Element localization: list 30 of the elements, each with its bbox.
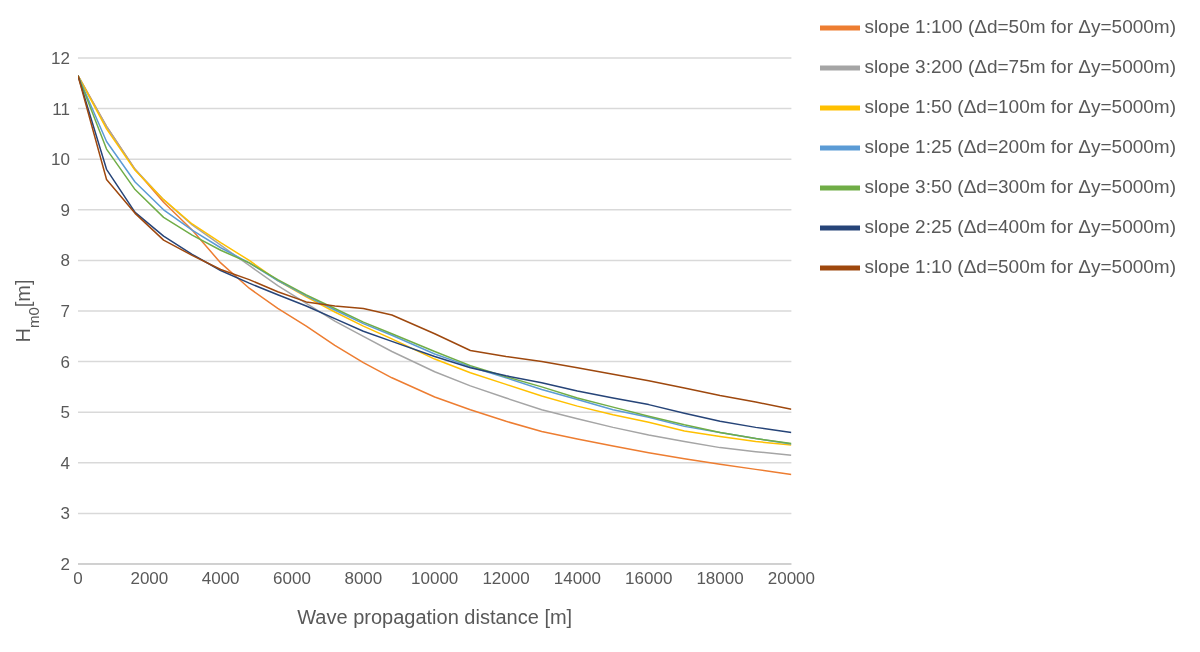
legend-label: slope 1:50 (Δd=100m for Δy=5000m) [864,96,1176,118]
x-tick-label: 10000 [411,569,459,589]
y-tick-label: 10 [51,150,70,170]
legend-label: slope 3:50 (Δd=300m for Δy=5000m) [864,176,1176,198]
legend-label: slope 1:25 (Δd=200m for Δy=5000m) [864,136,1176,158]
x-tick-label: 14000 [553,569,602,589]
x-tick-label: 18000 [696,569,744,589]
x-tick-label: 12000 [482,569,530,589]
x-tick-label: 16000 [625,569,673,589]
y-tick-label: 2 [60,555,70,575]
x-axis-title: Wave propagation distance [m] [297,606,573,628]
x-tick-label: 20000 [767,569,816,589]
y-tick-label: 5 [60,403,70,423]
legend-label: slope 1:10 (Δd=500m for Δy=5000m) [864,256,1176,278]
x-tick-label: 4000 [201,569,240,589]
x-tick-label: 0 [73,569,83,589]
y-tick-label: 11 [52,99,70,119]
y-tick-label: 3 [60,504,70,524]
x-tick-label: 6000 [273,569,311,589]
legend-label: slope 1:100 (Δd=50m for Δy=5000m) [864,16,1176,38]
y-tick-label: 7 [60,302,70,322]
x-tick-label: 2000 [130,569,169,589]
legend-label: slope 3:200 (Δd=75m for Δy=5000m) [864,56,1176,78]
y-tick-label: 12 [51,49,70,69]
x-tick-label: 8000 [344,569,383,589]
y-tick-label: 9 [60,200,70,220]
y-tick-label: 8 [60,251,70,271]
legend-label: slope 2:25 (Δd=400m for Δy=5000m) [864,216,1176,238]
y-tick-label: 6 [60,352,70,372]
y-tick-label: 4 [60,453,70,473]
